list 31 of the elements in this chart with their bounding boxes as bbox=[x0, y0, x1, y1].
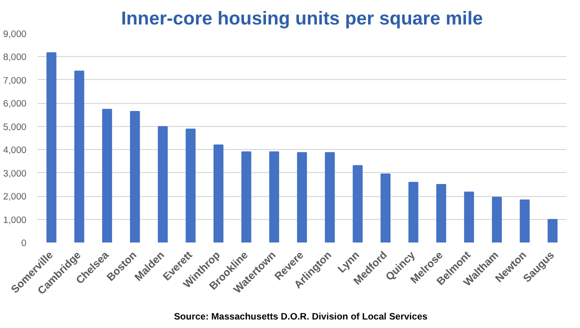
bar bbox=[324, 152, 335, 242]
bar bbox=[380, 173, 390, 242]
bar bbox=[74, 70, 84, 242]
y-tick-label: 6,000 bbox=[3, 98, 26, 109]
y-tick-label: 4,000 bbox=[3, 145, 26, 156]
bar bbox=[130, 111, 140, 242]
bar bbox=[46, 52, 56, 242]
y-tick-label: 1,000 bbox=[3, 214, 26, 225]
bar bbox=[408, 182, 418, 242]
y-tick-label: 3,000 bbox=[3, 168, 26, 178]
y-tick-label: 7,000 bbox=[3, 75, 26, 86]
chart-title: Inner-core housing units per square mile bbox=[121, 8, 483, 28]
bar bbox=[158, 126, 168, 242]
y-tick-label: 0 bbox=[21, 238, 27, 248]
y-tick-label: 2,000 bbox=[3, 192, 26, 202]
bar bbox=[548, 219, 558, 242]
y-tick-label: 9,000 bbox=[3, 29, 26, 39]
bar bbox=[464, 192, 474, 242]
y-tick-label: 8,000 bbox=[3, 52, 26, 62]
bar bbox=[102, 108, 112, 242]
bar bbox=[214, 144, 224, 242]
bar bbox=[269, 151, 280, 242]
source-note: Source: Massachusetts D.O.R. Division of Local Services bbox=[174, 312, 428, 322]
bar bbox=[241, 151, 252, 242]
bar bbox=[352, 165, 363, 242]
y-tick-label: 5,000 bbox=[3, 122, 26, 132]
bar bbox=[436, 184, 446, 242]
bar bbox=[297, 152, 307, 242]
bar bbox=[186, 128, 196, 242]
bar bbox=[492, 196, 502, 242]
bar bbox=[520, 200, 530, 242]
